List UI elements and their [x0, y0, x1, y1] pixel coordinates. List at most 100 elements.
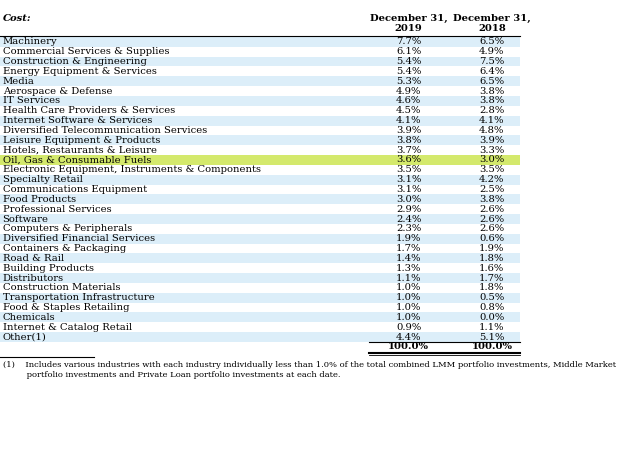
Text: 1.0%: 1.0% [396, 283, 421, 292]
Text: 4.1%: 4.1% [396, 116, 421, 125]
Text: December 31,
2019: December 31, 2019 [370, 14, 447, 33]
Text: 100.0%: 100.0% [388, 342, 429, 352]
Text: 2.6%: 2.6% [479, 225, 504, 233]
Text: Containers & Packaging: Containers & Packaging [3, 244, 126, 253]
Text: Machinery: Machinery [3, 37, 57, 46]
Text: 5.4%: 5.4% [396, 67, 421, 76]
Text: IT Services: IT Services [3, 97, 60, 105]
Text: 2.5%: 2.5% [479, 185, 504, 194]
Bar [0, 312, 520, 322]
Text: Internet & Catalog Retail: Internet & Catalog Retail [3, 323, 132, 332]
Text: Diversified Financial Services: Diversified Financial Services [3, 234, 155, 243]
Text: Diversified Telecommunication Services: Diversified Telecommunication Services [3, 126, 207, 135]
Text: 3.9%: 3.9% [479, 136, 504, 145]
Text: Transportation Infrastructure: Transportation Infrastructure [3, 293, 154, 302]
Text: 3.0%: 3.0% [479, 156, 504, 164]
Text: 3.5%: 3.5% [396, 165, 421, 174]
Bar [0, 224, 520, 234]
Text: 0.0%: 0.0% [479, 313, 504, 322]
Text: 7.5%: 7.5% [479, 57, 504, 66]
Text: 3.3%: 3.3% [479, 146, 504, 155]
Text: 100.0%: 100.0% [471, 342, 512, 352]
Text: 4.4%: 4.4% [396, 333, 421, 341]
Text: Oil, Gas & Consumable Fuels: Oil, Gas & Consumable Fuels [3, 156, 151, 164]
Text: 1.7%: 1.7% [479, 274, 504, 283]
Text: 4.9%: 4.9% [396, 86, 421, 96]
Bar [0, 47, 520, 57]
Text: Cost:: Cost: [3, 14, 31, 23]
Text: 1.1%: 1.1% [396, 274, 421, 283]
Text: Hotels, Restaurants & Leisure: Hotels, Restaurants & Leisure [3, 146, 157, 155]
Text: Construction Materials: Construction Materials [3, 283, 120, 292]
Bar [0, 332, 520, 342]
Text: Specialty Retail: Specialty Retail [3, 175, 83, 184]
Text: 3.9%: 3.9% [396, 126, 421, 135]
Text: 4.5%: 4.5% [396, 106, 421, 115]
Text: 3.7%: 3.7% [396, 146, 421, 155]
Text: Electronic Equipment, Instruments & Components: Electronic Equipment, Instruments & Comp… [3, 165, 260, 174]
Text: 1.4%: 1.4% [396, 254, 421, 263]
Text: 6.1%: 6.1% [396, 47, 421, 56]
Bar [0, 342, 520, 352]
Bar [0, 185, 520, 195]
Text: 1.8%: 1.8% [479, 283, 504, 292]
Text: 3.8%: 3.8% [396, 136, 421, 145]
Text: 1.0%: 1.0% [396, 303, 421, 312]
Text: 1.9%: 1.9% [396, 234, 421, 243]
Text: 3.1%: 3.1% [396, 185, 421, 194]
Bar [0, 86, 520, 96]
Bar [0, 293, 520, 303]
Text: Professional Services: Professional Services [3, 205, 111, 213]
Text: 3.8%: 3.8% [479, 195, 504, 204]
Text: Computers & Peripherals: Computers & Peripherals [3, 225, 132, 233]
Text: Health Care Providers & Services: Health Care Providers & Services [3, 106, 175, 115]
Text: (1)    Includes various industries with each industry individually less than 1.0: (1) Includes various industries with eac… [3, 361, 616, 369]
Bar [0, 283, 520, 293]
Text: 0.9%: 0.9% [396, 323, 421, 332]
Text: 6.4%: 6.4% [479, 67, 504, 76]
Bar [0, 76, 520, 86]
Text: 7.7%: 7.7% [396, 37, 421, 46]
Text: 1.9%: 1.9% [479, 244, 504, 253]
Text: 3.8%: 3.8% [479, 97, 504, 105]
Text: 0.5%: 0.5% [479, 293, 504, 302]
Text: portfolio investments and Private Loan portfolio investments at each date.: portfolio investments and Private Loan p… [3, 371, 340, 379]
Text: 0.6%: 0.6% [479, 234, 504, 243]
Text: 3.0%: 3.0% [396, 195, 421, 204]
Bar [0, 165, 520, 175]
Bar [0, 96, 520, 106]
Text: 1.7%: 1.7% [396, 244, 421, 253]
Text: 4.8%: 4.8% [479, 126, 504, 135]
Bar [0, 234, 520, 243]
Text: Software: Software [3, 214, 49, 224]
Text: 2.4%: 2.4% [396, 214, 421, 224]
Bar [0, 254, 520, 263]
Text: 1.0%: 1.0% [396, 313, 421, 322]
Text: 1.1%: 1.1% [479, 323, 504, 332]
Text: 4.6%: 4.6% [396, 97, 421, 105]
Bar [0, 195, 520, 204]
Text: Aerospace & Defense: Aerospace & Defense [3, 86, 112, 96]
Text: 2.6%: 2.6% [479, 205, 504, 213]
Bar [0, 263, 520, 273]
Bar [0, 273, 520, 283]
Text: 4.2%: 4.2% [479, 175, 504, 184]
Text: 1.3%: 1.3% [396, 264, 421, 273]
Text: Internet Software & Services: Internet Software & Services [3, 116, 152, 125]
Bar [0, 67, 520, 76]
Bar [0, 303, 520, 312]
Text: 5.3%: 5.3% [396, 77, 421, 86]
Text: 1.6%: 1.6% [479, 264, 504, 273]
Text: 0.8%: 0.8% [479, 303, 504, 312]
Text: Construction & Engineering: Construction & Engineering [3, 57, 147, 66]
Bar [0, 135, 520, 145]
Text: 1.0%: 1.0% [396, 293, 421, 302]
Text: 5.4%: 5.4% [396, 57, 421, 66]
Text: 2.9%: 2.9% [396, 205, 421, 213]
Bar [0, 145, 520, 155]
Text: Distributors: Distributors [3, 274, 64, 283]
Text: Food & Staples Retailing: Food & Staples Retailing [3, 303, 129, 312]
Text: 3.6%: 3.6% [396, 156, 421, 164]
Text: 2.8%: 2.8% [479, 106, 504, 115]
Text: 6.5%: 6.5% [479, 37, 504, 46]
